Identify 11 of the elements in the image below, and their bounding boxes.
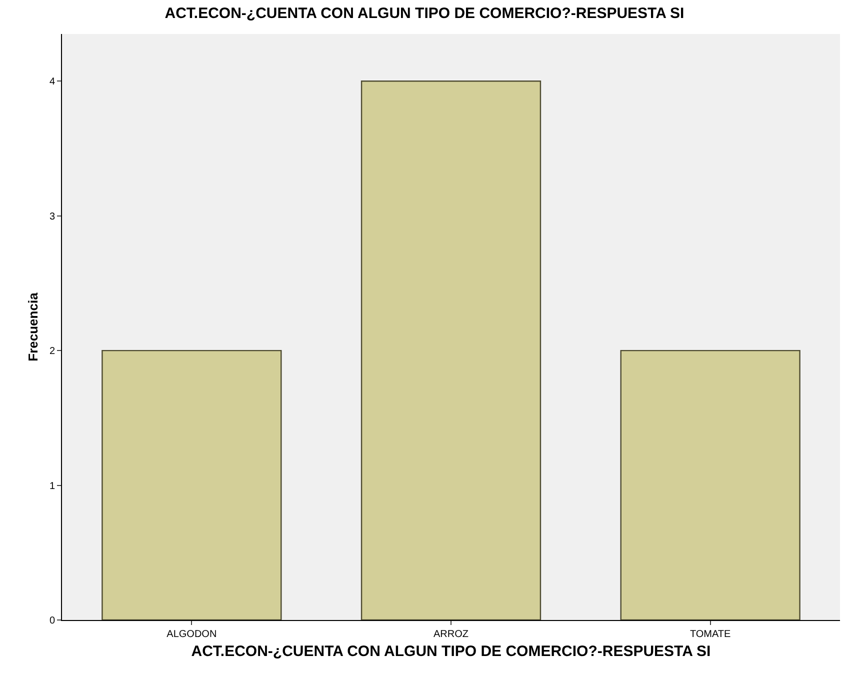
x-axis-title: ACT.ECON-¿CUENTA CON ALGUN TIPO DE COMERCIO?-RESPUESTA SI	[191, 643, 711, 660]
y-tick-label: 0	[49, 616, 56, 626]
x-tick-label: TOMATE	[690, 629, 732, 640]
y-tick-label: 4	[49, 76, 56, 88]
x-tick-label: ARROZ	[434, 629, 468, 640]
y-axis-title: Frecuencia	[25, 292, 40, 362]
y-tick-label: 3	[49, 211, 56, 222]
y-tick-label: 1	[49, 480, 56, 492]
chart-title: ACT.ECON-¿CUENTA CON ALGUN TIPO DE COMERCIO?-RESPUESTA SI	[164, 5, 684, 22]
x-tick-label: ALGODON	[166, 629, 217, 640]
y-tick-label: 2	[49, 346, 56, 358]
